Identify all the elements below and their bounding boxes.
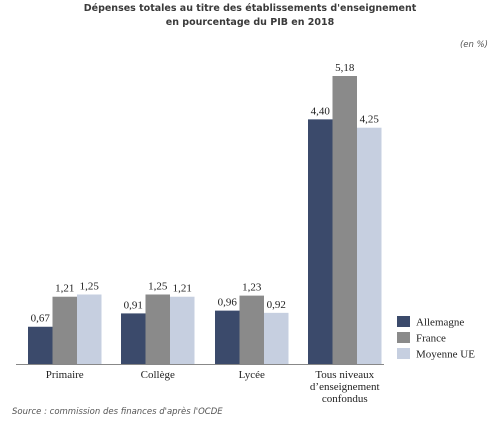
- legend-swatch: [397, 348, 410, 359]
- bar-france-0: [52, 296, 77, 364]
- legend-label: Moyenne UE: [416, 349, 475, 361]
- source-note: Source : commission des finances d'après…: [12, 407, 223, 417]
- data-label: 1,25: [80, 281, 100, 293]
- data-label: 1,23: [242, 282, 262, 294]
- data-label: 4,25: [360, 114, 380, 126]
- bar-allemagne-3: [308, 119, 333, 365]
- bar-moyenne-ue-1: [170, 296, 195, 364]
- data-label: 0,92: [267, 299, 286, 311]
- x-tick-label: Collège: [141, 369, 175, 381]
- bar-moyenne-ue-2: [264, 312, 289, 364]
- legend-label: Allemagne: [416, 317, 464, 329]
- legend-label: France: [416, 333, 446, 345]
- unit-label: (en %): [459, 40, 488, 50]
- legend-swatch: [397, 316, 410, 327]
- data-label: 1,21: [55, 283, 74, 295]
- x-tick-label: Lycée: [239, 369, 265, 381]
- data-label: 1,21: [173, 283, 192, 295]
- bar-moyenne-ue-0: [77, 294, 102, 364]
- x-tick-label: confondus: [322, 393, 368, 405]
- data-label: 4,40: [311, 105, 331, 117]
- data-label: 0,67: [31, 313, 51, 325]
- x-tick-label: d’enseignement: [310, 381, 380, 393]
- bar-allemagne-0: [28, 326, 53, 364]
- x-tick-label: Tous niveaux: [315, 369, 374, 381]
- bar-france-2: [239, 295, 264, 364]
- data-label: 0,96: [218, 297, 238, 309]
- data-label: 1,25: [148, 281, 168, 293]
- bar-france-3: [332, 76, 357, 364]
- data-label: 0,91: [124, 299, 143, 311]
- chart-title-line1: Dépenses totales au titre des établissem…: [83, 3, 417, 14]
- bar-moyenne-ue-3: [357, 127, 382, 364]
- x-tick-label: Primaire: [46, 369, 84, 381]
- bar-france-1: [145, 294, 170, 364]
- data-label: 5,18: [335, 62, 355, 74]
- legend-swatch: [397, 332, 410, 343]
- chart-title-line2: en pourcentage du PIB en 2018: [165, 17, 335, 28]
- bar-allemagne-2: [215, 310, 240, 364]
- bar-allemagne-1: [121, 313, 146, 364]
